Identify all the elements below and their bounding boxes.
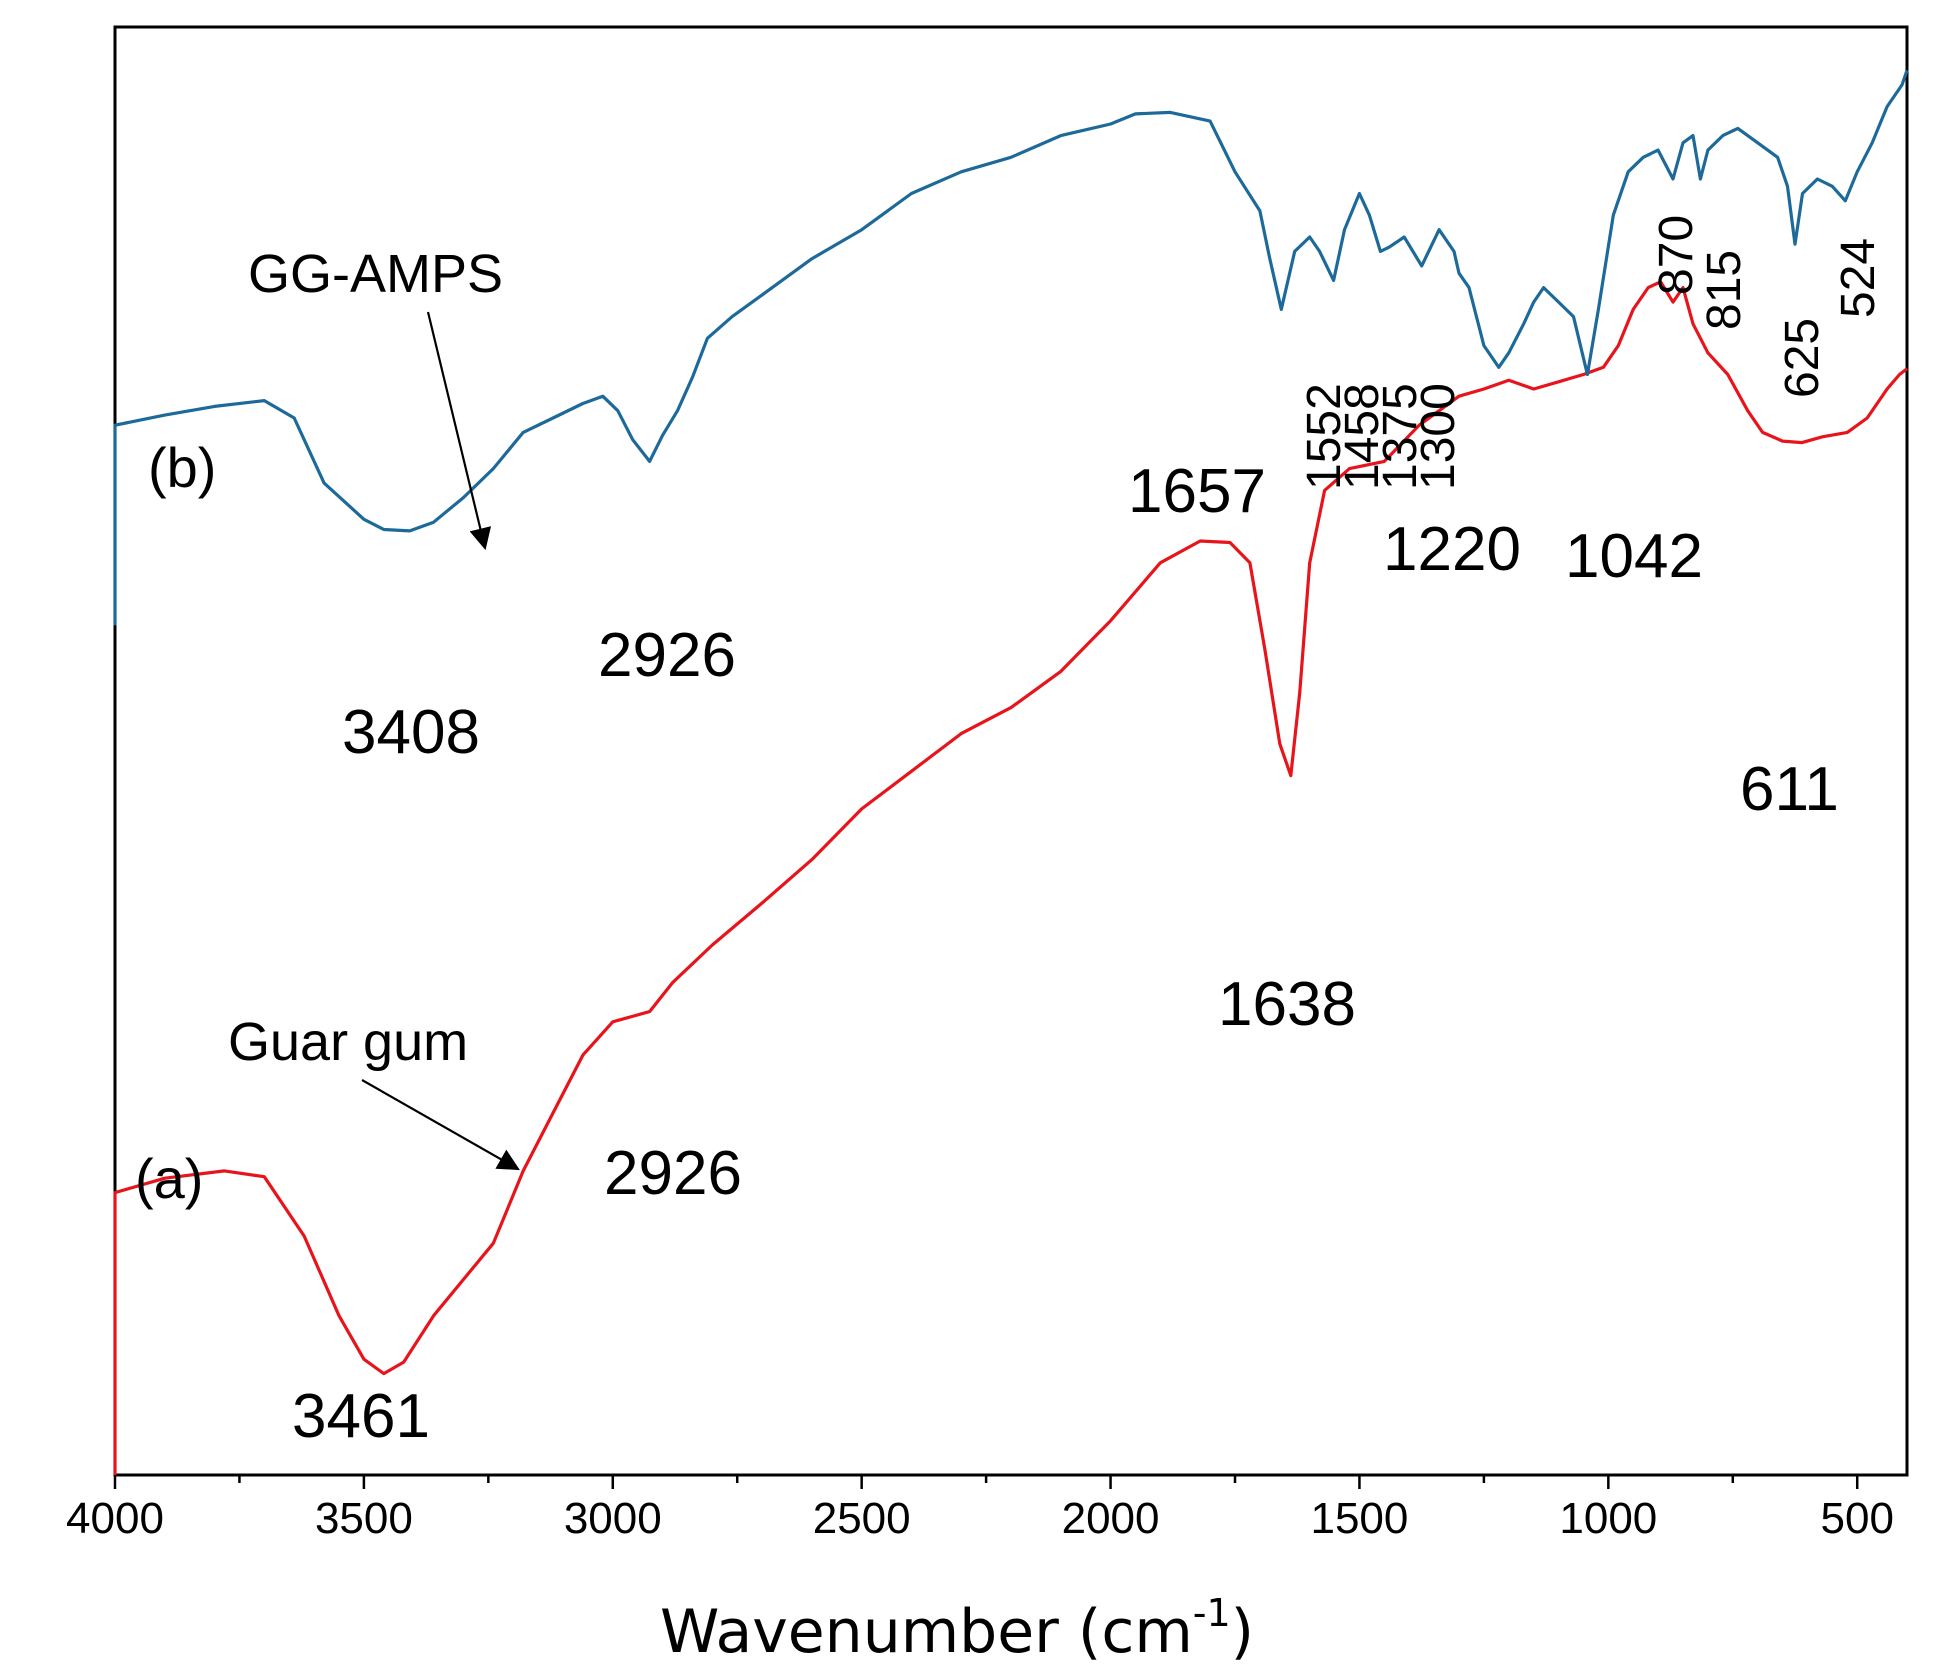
x-axis-label-main: Wavenumber (cm xyxy=(660,1597,1193,1667)
peak-b-1375: 1375 xyxy=(1374,383,1427,490)
peak-a-1638: 1638 xyxy=(1218,970,1356,1039)
x-tick-label-4000: 4000 xyxy=(66,1494,164,1543)
x-tick-label-1500: 1500 xyxy=(1310,1494,1408,1543)
x-axis-label: Wavenumber (cm-1) xyxy=(660,1591,1254,1667)
x-axis-label-close: ) xyxy=(1231,1597,1254,1667)
x-tick-label-1000: 1000 xyxy=(1559,1494,1657,1543)
x-tick-label-3500: 3500 xyxy=(315,1494,413,1543)
peak-b-3408: 3408 xyxy=(342,698,480,767)
plot-frame xyxy=(113,25,1909,1477)
peak-b-1657: 1657 xyxy=(1128,457,1266,526)
peak-b-870: 870 xyxy=(1650,215,1703,295)
peak-b-524: 524 xyxy=(1832,238,1885,318)
series-gg-amps-line xyxy=(113,69,1909,626)
tag-b: (b) xyxy=(148,436,216,499)
peak-b-2926: 2926 xyxy=(598,621,736,690)
peak-b-1220: 1220 xyxy=(1383,515,1521,584)
x-tick-labels: 4000 3500 3000 2500 2000 1500 1000 500 xyxy=(66,1494,1894,1543)
peak-b-625: 625 xyxy=(1776,318,1829,398)
x-tick-label-2500: 2500 xyxy=(813,1494,911,1543)
peak-b-1552: 1552 xyxy=(1298,383,1351,490)
guar-gum-label: Guar gum xyxy=(228,1012,468,1072)
tag-a: (a) xyxy=(135,1147,203,1210)
peak-a-2926: 2926 xyxy=(604,1139,742,1208)
x-axis-label-sup: -1 xyxy=(1193,1591,1231,1635)
peak-b-815: 815 xyxy=(1698,250,1751,330)
series-guar-gum-line xyxy=(113,280,1908,1475)
x-tick-label-3000: 3000 xyxy=(564,1494,662,1543)
peak-a-611: 611 xyxy=(1740,755,1839,824)
peak-a-3461: 3461 xyxy=(292,1382,430,1451)
peak-b-1458: 1458 xyxy=(1336,383,1389,490)
gg-amps-label: GG-AMPS xyxy=(248,244,503,304)
x-tick-label-500: 500 xyxy=(1821,1494,1894,1543)
x-ticks xyxy=(113,1475,1859,1489)
x-tick-label-2000: 2000 xyxy=(1062,1494,1160,1543)
peak-b-1300: 1300 xyxy=(1412,383,1465,490)
arrow-gg-amps xyxy=(426,311,492,551)
peak-b-1042: 1042 xyxy=(1565,522,1703,591)
arrow-guar-gum xyxy=(361,1079,520,1171)
